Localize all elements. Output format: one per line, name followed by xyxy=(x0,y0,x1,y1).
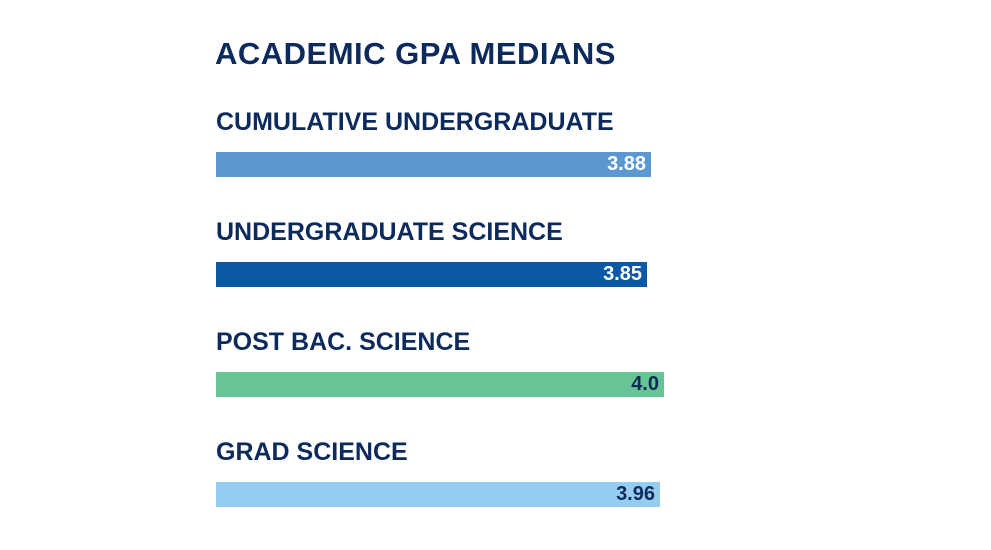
bar xyxy=(216,152,651,177)
category-label: POST BAC. SCIENCE xyxy=(216,328,471,356)
bar xyxy=(216,262,647,287)
bar xyxy=(216,482,660,507)
bar-value-label: 3.85 xyxy=(603,263,642,285)
bar-value-label: 3.96 xyxy=(616,483,655,505)
bar xyxy=(216,372,664,397)
category-label: CUMULATIVE UNDERGRADUATE xyxy=(216,108,614,136)
chart-title: ACADEMIC GPA MEDIANS xyxy=(215,36,616,71)
category-label: GRAD SCIENCE xyxy=(216,438,408,466)
category-label: UNDERGRADUATE SCIENCE xyxy=(216,218,563,246)
bar-value-label: 4.0 xyxy=(631,373,659,395)
bar-value-label: 3.88 xyxy=(607,153,646,175)
